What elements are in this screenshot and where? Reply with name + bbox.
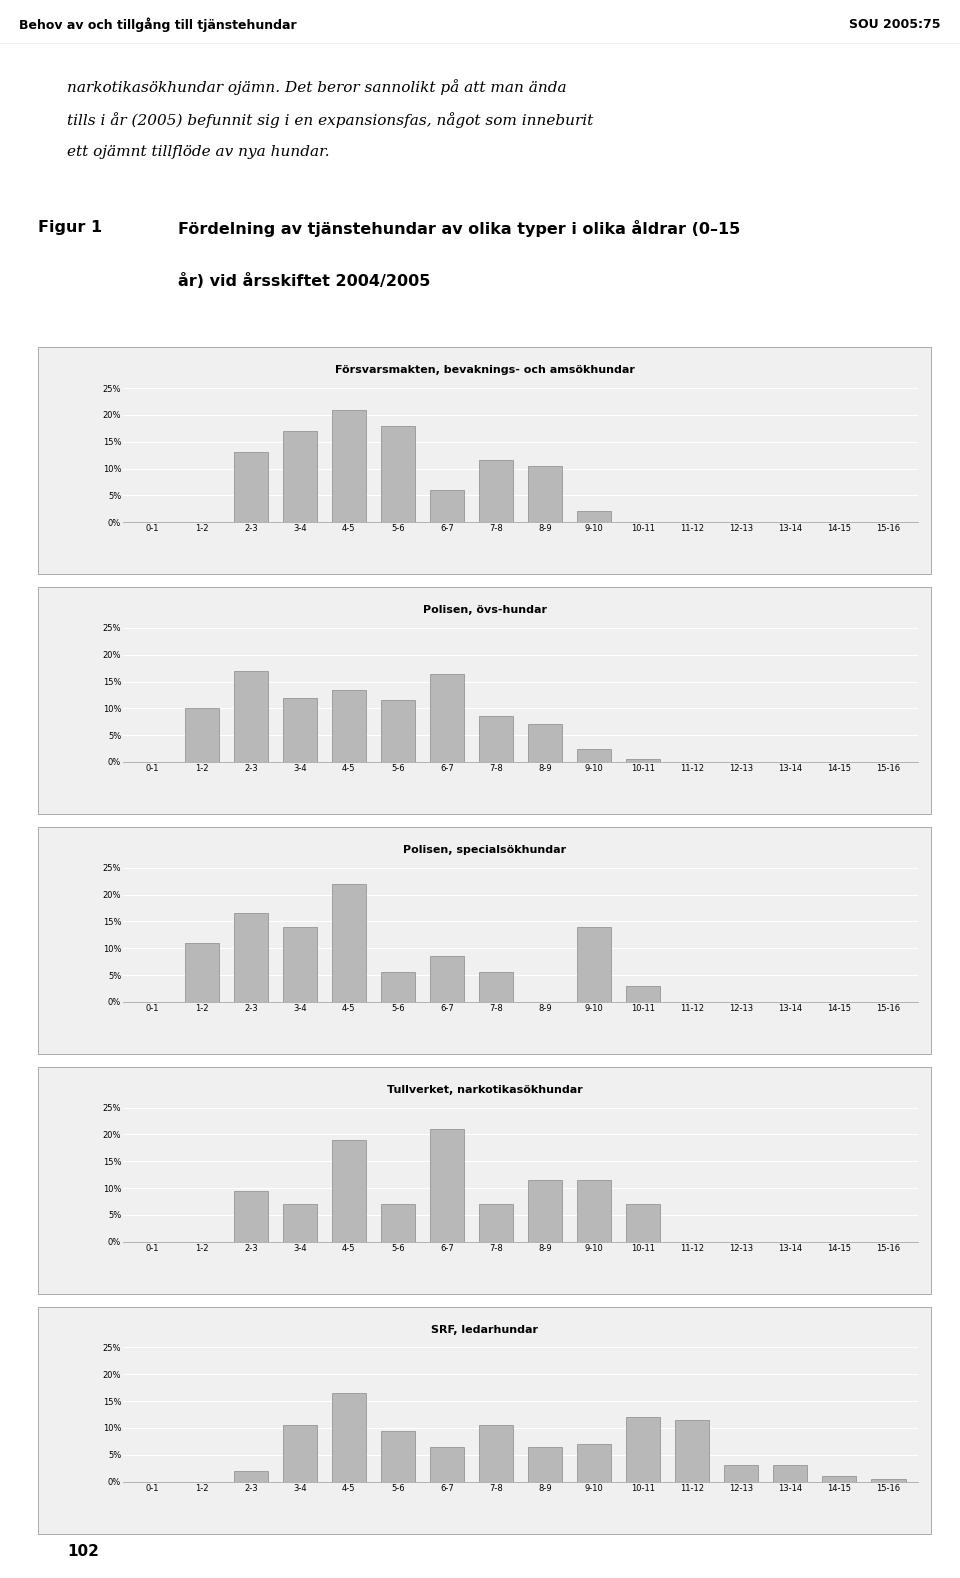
Bar <box>675 1420 709 1482</box>
Text: år) vid årsskiftet 2004/2005: år) vid årsskiftet 2004/2005 <box>178 273 430 289</box>
Text: narkotikasökhundar ojämn. Det beror sannolikt på att man ända: narkotikasökhundar ojämn. Det beror sann… <box>67 79 566 95</box>
Bar <box>528 1447 563 1482</box>
Bar <box>479 1425 514 1482</box>
Bar <box>282 431 317 522</box>
Bar <box>233 1191 268 1242</box>
Bar <box>577 1180 612 1242</box>
Text: Fördelning av tjänstehundar av olika typer i olika åldrar (0–15: Fördelning av tjänstehundar av olika typ… <box>178 221 740 237</box>
Bar <box>479 716 514 762</box>
Bar <box>577 748 612 762</box>
Text: 102: 102 <box>67 1543 99 1559</box>
Bar <box>331 410 366 522</box>
Text: SRF, ledarhundar: SRF, ledarhundar <box>431 1326 539 1335</box>
Bar <box>872 1479 905 1482</box>
Bar <box>331 884 366 1002</box>
Text: SOU 2005:75: SOU 2005:75 <box>850 17 941 32</box>
Text: Behov av och tillgång till tjänstehundar: Behov av och tillgång till tjänstehundar <box>19 17 297 32</box>
Bar <box>430 1447 464 1482</box>
Bar <box>233 1471 268 1482</box>
Bar <box>381 1204 415 1242</box>
Bar <box>331 690 366 762</box>
Bar <box>381 701 415 762</box>
Bar <box>282 1425 317 1482</box>
Bar <box>331 1139 366 1242</box>
Bar <box>282 926 317 1002</box>
Bar <box>331 1393 366 1482</box>
Bar <box>233 914 268 1002</box>
Bar <box>528 1180 563 1242</box>
Bar <box>773 1466 807 1482</box>
Text: Försvarsmakten, bevaknings- och amsökhundar: Försvarsmakten, bevaknings- och amsökhun… <box>335 366 635 376</box>
Bar <box>822 1475 856 1482</box>
Text: Polisen, specialsökhundar: Polisen, specialsökhundar <box>403 846 566 855</box>
Bar <box>528 466 563 522</box>
Bar <box>233 453 268 522</box>
Bar <box>626 1204 660 1242</box>
Bar <box>381 1431 415 1482</box>
Bar <box>282 697 317 762</box>
Bar <box>479 1204 514 1242</box>
Bar <box>430 674 464 762</box>
Bar <box>184 709 219 762</box>
Bar <box>577 1444 612 1482</box>
Bar <box>430 489 464 522</box>
Bar <box>626 759 660 762</box>
Bar <box>184 942 219 1002</box>
Bar <box>479 972 514 1002</box>
Bar <box>577 926 612 1002</box>
Bar <box>626 1417 660 1482</box>
Bar <box>381 972 415 1002</box>
Text: Figur 1: Figur 1 <box>38 221 103 235</box>
Text: Polisen, övs-hundar: Polisen, övs-hundar <box>422 606 547 615</box>
Text: tills i år (2005) befunnit sig i en expansionsfas, något som inneburit: tills i år (2005) befunnit sig i en expa… <box>67 112 593 128</box>
Bar <box>724 1466 758 1482</box>
Bar <box>430 1130 464 1242</box>
Text: ett ojämnt tillflöde av nya hundar.: ett ojämnt tillflöde av nya hundar. <box>67 145 330 159</box>
Bar <box>626 986 660 1002</box>
Text: Tullverket, narkotikasökhundar: Tullverket, narkotikasökhundar <box>387 1086 583 1095</box>
Bar <box>381 426 415 522</box>
Bar <box>233 671 268 762</box>
Bar <box>528 724 563 762</box>
Bar <box>430 956 464 1002</box>
Bar <box>479 461 514 522</box>
Bar <box>577 511 612 522</box>
Bar <box>282 1204 317 1242</box>
